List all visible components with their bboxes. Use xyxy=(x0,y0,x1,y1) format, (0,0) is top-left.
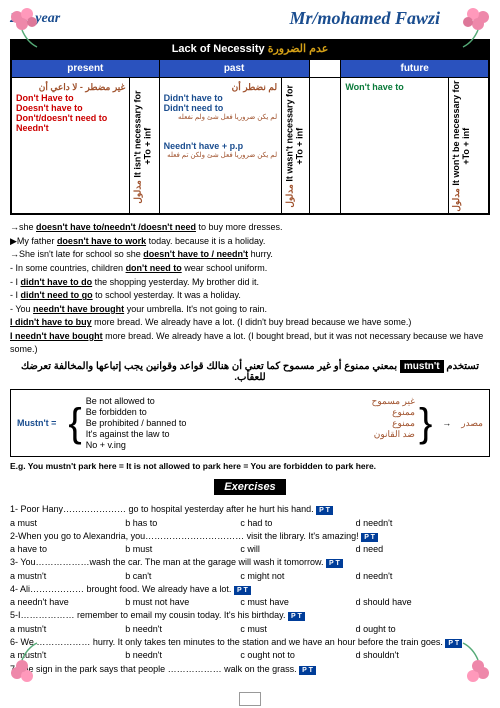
col-future: future xyxy=(341,59,489,78)
pt-badge: P T xyxy=(361,533,378,542)
mustnt-rhs: مصدر xyxy=(461,418,483,429)
mustnt-highlight: mustn't xyxy=(400,360,444,373)
pt-badge: P T xyxy=(326,559,343,568)
mustnt-lhs: Mustn't = xyxy=(17,418,56,428)
pt-badge: P T xyxy=(234,586,251,595)
flower-decoration xyxy=(2,2,52,52)
grammar-table: present past future غير مضطر - لا داعي أ… xyxy=(10,58,490,215)
col-past: past xyxy=(159,59,309,78)
future-l1: Won't have to xyxy=(345,82,444,92)
example-line: - I didn't have to do the shopping yeste… xyxy=(10,276,490,289)
exercise-q: 7-The sign in the park says that people … xyxy=(10,663,490,675)
exercise-q: 4- Ali……………… brought food. We already ha… xyxy=(10,583,490,595)
pt-badge: P T xyxy=(316,506,333,515)
example-line: →She isn't late for school so she doesn'… xyxy=(10,248,490,261)
spacer-cell xyxy=(309,78,341,215)
example-line: - I didn't need to go to school yesterda… xyxy=(10,289,490,302)
past-cell: لم نضطر أن Didn't have to Didn't need to… xyxy=(159,78,281,215)
past-l2: Didn't need to xyxy=(164,103,277,113)
present-cell: غير مضطر - لا داعي أن Don't Have to Does… xyxy=(11,78,130,215)
future-vertical: مدلول It won't be necessary for +To + in… xyxy=(448,78,489,215)
present-l2: Doesn't have to xyxy=(16,103,125,113)
past-l1: Didn't have to xyxy=(164,93,277,103)
examples-block: →she doesn't have to/needn't /doesn't ne… xyxy=(10,221,490,355)
present-l1: Don't Have to xyxy=(16,93,125,103)
example-line: I needn't have bought more bread. We alr… xyxy=(10,330,490,355)
past-ar2: لم يكن ضروريا فعل شئ ولم نفعله xyxy=(164,113,277,121)
exercise-q: 5-I……………… remember to email my cousin to… xyxy=(10,609,490,621)
title-en: Lack of Necessity xyxy=(172,43,265,55)
exercise-opts: a mustb has toc had tod needn't xyxy=(10,517,490,529)
exercises-title: Exercises xyxy=(214,479,285,495)
eg-line: E.g. You mustn't park here = It is not a… xyxy=(10,461,490,471)
page-number xyxy=(239,692,261,706)
header: 2nd year Mr/mohamed Fawzi xyxy=(0,0,500,33)
present-ar: غير مضطر - لا داعي أن xyxy=(16,82,125,93)
present-l4: Needn't xyxy=(16,123,125,133)
example-line: I didn't have to buy more bread. We alre… xyxy=(10,316,490,329)
flower-decoration xyxy=(448,2,498,52)
col-present: present xyxy=(11,59,159,78)
flower-decoration xyxy=(2,638,52,688)
present-l3: Don't/doesn't need to xyxy=(16,113,125,123)
example-line: - In some countries, children don't need… xyxy=(10,262,490,275)
exercises-block: 1- Poor Hany………………… go to hospital yeste… xyxy=(10,503,490,675)
past-ar3: لم يكن ضروريا فعل شئ ولكن تم فعله xyxy=(164,151,277,159)
past-vertical: مدلول It wasn't necessary for +To + inf xyxy=(282,78,309,215)
past-ar: لم نضطر أن xyxy=(164,82,277,93)
exercise-opts: a mustn'tb needn'tc mustd ought to xyxy=(10,623,490,635)
col-spacer xyxy=(309,59,341,78)
teacher-name: Mr/mohamed Fawzi xyxy=(289,8,440,29)
exercise-opts: a mustn'tb can'tc might notd needn't xyxy=(10,570,490,582)
example-line: - You needn't have brought your umbrella… xyxy=(10,303,490,316)
example-line: ▶My father doesn't have to work today. b… xyxy=(10,235,490,248)
exercise-q: 2-When you go to Alexandria, you……………………… xyxy=(10,530,490,542)
pt-badge: P T xyxy=(299,666,316,675)
exercise-opts: a mustn'tb needn'tc ought not tod should… xyxy=(10,649,490,661)
title-ar: عدم الضرورة xyxy=(268,43,329,55)
present-vertical: مدلول It isn't necessary for +To + inf xyxy=(130,78,159,215)
brace-icon: { xyxy=(68,403,81,443)
exercise-q: 3- You………………wash the car. The man at the… xyxy=(10,556,490,568)
flower-decoration xyxy=(448,638,498,688)
past-l3: Needn't have + p.p xyxy=(164,141,277,151)
mustnt-intro: تستخدم mustn't بمعني ممنوع أو غير مسموح … xyxy=(10,361,490,383)
mustnt-list: Be not allowed toغير مسموح Be forbidden … xyxy=(86,396,415,450)
section-title: Lack of Necessity عدم الضرورة xyxy=(10,39,490,58)
mustnt-box: Mustn't = { Be not allowed toغير مسموح B… xyxy=(10,389,490,457)
future-cell: Won't have to xyxy=(341,78,449,215)
example-line: →she doesn't have to/needn't /doesn't ne… xyxy=(10,221,490,234)
pt-badge: P T xyxy=(288,612,305,621)
exercise-opts: a needn't haveb must not havec must have… xyxy=(10,596,490,608)
exercise-q: 6- We ……………… hurry. It only takes ten mi… xyxy=(10,636,490,648)
exercise-opts: a have tob mustc willd need xyxy=(10,543,490,555)
exercise-q: 1- Poor Hany………………… go to hospital yeste… xyxy=(10,503,490,515)
brace-icon: } xyxy=(419,403,432,443)
